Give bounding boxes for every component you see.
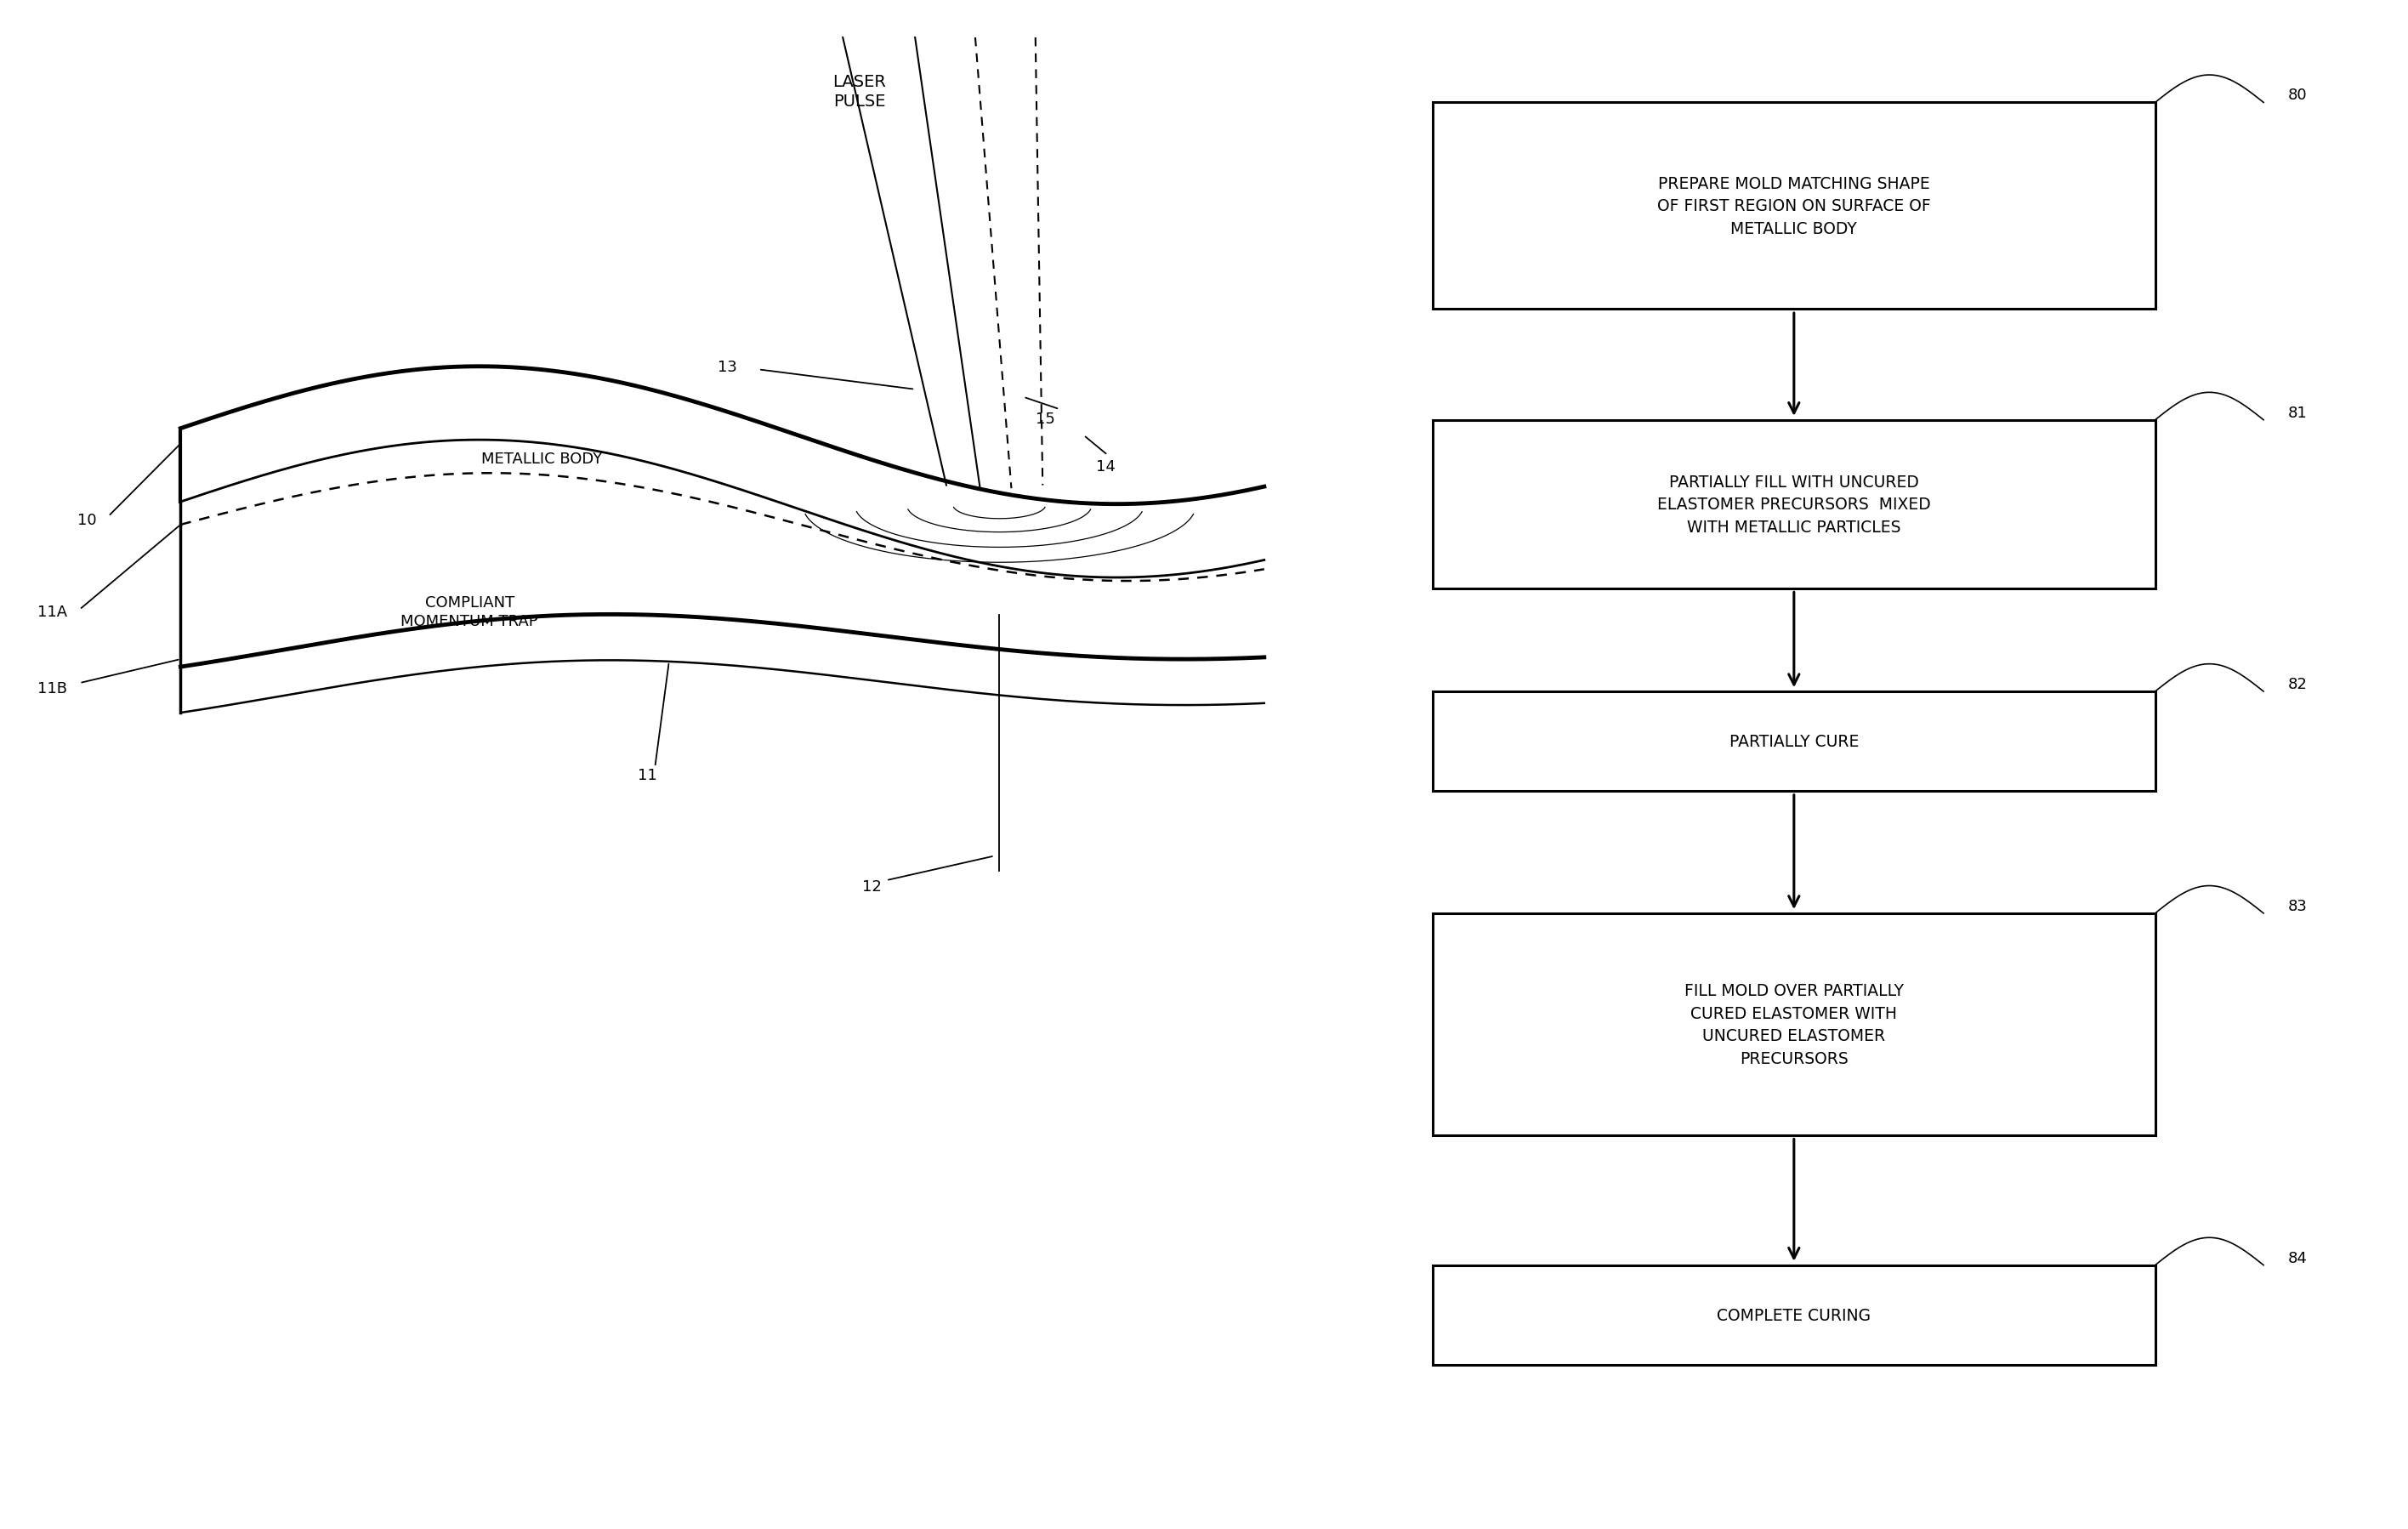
Text: METALLIC BODY: METALLIC BODY	[482, 451, 602, 466]
Text: PARTIALLY FILL WITH UNCURED
ELASTOMER PRECURSORS  MIXED
WITH METALLIC PARTICLES: PARTIALLY FILL WITH UNCURED ELASTOMER PR…	[1657, 474, 1931, 535]
Text: FILL MOLD OVER PARTIALLY
CURED ELASTOMER WITH
UNCURED ELASTOMER
PRECURSORS: FILL MOLD OVER PARTIALLY CURED ELASTOMER…	[1683, 983, 1905, 1066]
Text: 11B: 11B	[39, 680, 67, 696]
Text: 81: 81	[2288, 405, 2307, 420]
Text: 12: 12	[862, 879, 881, 894]
Text: COMPLETE CURING: COMPLETE CURING	[1717, 1307, 1871, 1323]
Text: COMPLIANT
MOMENTUM TRAP: COMPLIANT MOMENTUM TRAP	[400, 595, 539, 628]
Text: 83: 83	[2288, 898, 2307, 914]
FancyBboxPatch shape	[1433, 1266, 2155, 1364]
Text: 82: 82	[2288, 676, 2307, 693]
FancyBboxPatch shape	[1433, 420, 2155, 589]
Text: 15: 15	[1035, 411, 1055, 427]
Text: 13: 13	[718, 359, 737, 375]
Text: PARTIALLY CURE: PARTIALLY CURE	[1729, 734, 1859, 749]
FancyBboxPatch shape	[1433, 914, 2155, 1135]
Text: 80: 80	[2288, 87, 2307, 104]
Text: 11A: 11A	[39, 604, 67, 619]
Text: PREPARE MOLD MATCHING SHAPE
OF FIRST REGION ON SURFACE OF
METALLIC BODY: PREPARE MOLD MATCHING SHAPE OF FIRST REG…	[1657, 176, 1931, 237]
Text: LASER
PULSE: LASER PULSE	[833, 73, 886, 110]
FancyBboxPatch shape	[1433, 691, 2155, 792]
Text: 11: 11	[638, 768, 657, 783]
Text: 84: 84	[2288, 1249, 2307, 1266]
Text: 14: 14	[1096, 459, 1115, 474]
Text: 10: 10	[77, 512, 96, 528]
FancyBboxPatch shape	[1433, 102, 2155, 309]
